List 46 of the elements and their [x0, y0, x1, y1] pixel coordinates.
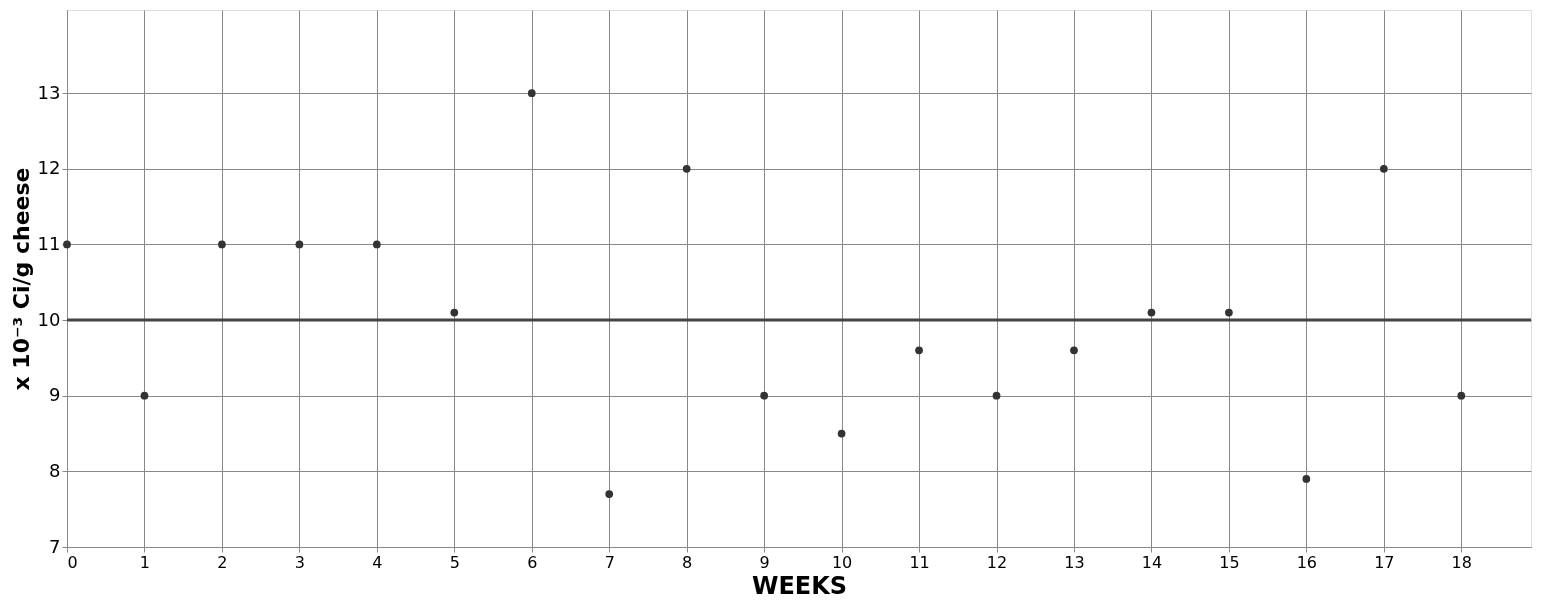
- point: [140, 391, 149, 400]
- x-tick-label: 0: [67, 552, 78, 572]
- y-tick-label: 12: [37, 157, 61, 179]
- x-axis-title: WEEKS: [751, 571, 848, 600]
- point: [1147, 308, 1156, 317]
- point: [450, 308, 459, 317]
- point: [682, 164, 691, 173]
- x-tick-label: 16: [1296, 552, 1318, 572]
- x-tick-label: 14: [1141, 552, 1163, 572]
- y-tick-label: 7: [49, 535, 61, 557]
- y-tick-label: 11: [37, 232, 61, 254]
- x-tick-label: 1: [139, 552, 151, 572]
- x-tick-label: 7: [604, 552, 615, 572]
- point: [992, 391, 1001, 400]
- point: [295, 240, 304, 249]
- point: [1070, 346, 1078, 355]
- x-tick-label: 13: [1064, 552, 1085, 572]
- x-tick-label: 17: [1374, 552, 1395, 572]
- point: [1457, 391, 1466, 400]
- point: [372, 240, 381, 249]
- x-tick-label: 5: [449, 552, 460, 572]
- point: [760, 391, 769, 400]
- y-tick-label: 10: [37, 308, 61, 330]
- y-tick-label: 8: [49, 459, 61, 481]
- x-tick-label: 10: [831, 552, 853, 572]
- x-tick-label: 12: [986, 552, 1008, 572]
- x-tick-label: 18: [1451, 552, 1472, 572]
- x-tick-label: 3: [294, 552, 305, 572]
- point: [1225, 308, 1233, 317]
- point: [915, 346, 923, 355]
- x-tick-label: 15: [1219, 552, 1240, 572]
- x-tick-label: 8: [682, 552, 693, 572]
- point: [1302, 475, 1311, 483]
- point: [837, 429, 846, 438]
- x-tick-label: 2: [217, 552, 228, 572]
- point: [218, 240, 226, 249]
- y-axis-title: x 10⁻³ Ci/g cheese: [8, 167, 34, 391]
- x-tick-label: 6: [527, 552, 538, 572]
- point: [527, 89, 536, 98]
- point: [1379, 164, 1388, 173]
- x-tick-label: 11: [909, 552, 930, 572]
- x-tick-label: 4: [372, 552, 383, 572]
- x-tick-label: 9: [759, 552, 770, 572]
- point: [605, 490, 614, 498]
- y-tick-label: 13: [37, 81, 61, 103]
- y-tick-label: 9: [49, 384, 61, 406]
